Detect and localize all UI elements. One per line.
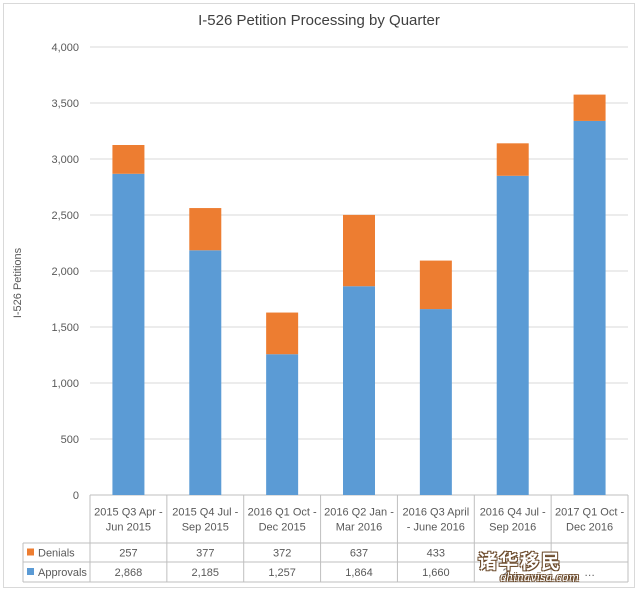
chart-title: I-526 Petition Processing by Quarter [198,12,440,29]
table-value-label: 1,864 [345,567,373,579]
bar-approvals [496,175,529,496]
x-category-label: 2016 Q4 Jul -Sep 2016 [480,507,546,534]
chart-frame [3,3,635,588]
bar-approvals [419,309,452,495]
y-tick-label: 3,500 [51,98,79,110]
x-category-label: 2015 Q4 Jul -Sep 2015 [172,507,238,534]
table-value-label: 377 [196,548,214,560]
bar-approvals [112,173,145,495]
table-value-label: 1,257 [268,567,296,579]
y-tick-label: 0 [73,490,79,502]
x-category-label: 2016 Q2 Jan -Mar 2016 [324,507,394,534]
x-category-label: 2016 Q3 April - June 2016 [403,507,470,534]
bar-approvals [343,286,375,495]
table-value-label: 1,660 [422,567,450,579]
legend-series-name: Approvals [38,567,87,579]
table-value-label: 637 [350,548,368,560]
bar-denials [573,94,606,121]
x-category-label: 2017 Q1 Oct -Dec 2016 [555,507,624,534]
legend-series-name: Denials [38,548,75,560]
table-value-label: 2,185 [192,567,220,579]
y-tick-label: 500 [61,434,79,446]
bar-denials [496,143,529,176]
bar-denials [343,214,375,287]
table-value-label: 2,868 [115,567,143,579]
x-category-label: 2016 Q1 Oct -Dec 2015 [248,507,317,534]
legend-swatch [27,548,34,556]
bar-approvals [189,250,222,495]
y-tick-label: 2,000 [51,266,79,278]
table-value-label: … [584,567,595,579]
y-tick-label: 4,000 [51,42,79,54]
bar-denials [189,208,222,251]
table-value-label: 372 [273,548,291,560]
table-value-label: 2,… [503,567,523,579]
y-tick-label: 2,500 [51,210,79,222]
bar-denials [419,260,452,310]
table-value-label: 257 [119,548,137,560]
bar-denials [112,145,145,174]
y-tick-label: 1,500 [51,322,79,334]
x-category-label: 2015 Q3 Apr -Jun 2015 [94,507,163,534]
bar-approvals [573,120,606,496]
y-tick-label: 3,000 [51,154,79,166]
table-value-label: 433 [427,548,445,560]
y-tick-label: 1,000 [51,378,79,390]
legend-swatch [27,568,34,575]
bar-approvals [266,354,299,495]
bar-denials [266,312,299,355]
table-value-label: … [507,548,518,560]
